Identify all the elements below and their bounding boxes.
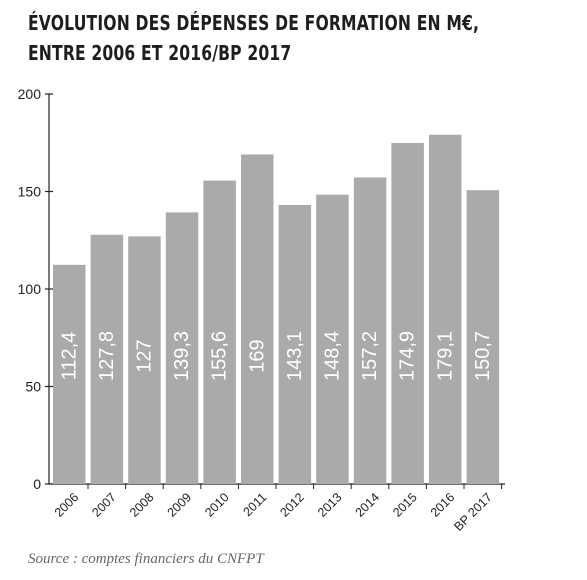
bar-value-label: 174,9 <box>397 331 419 381</box>
x-tick-label: 2011 <box>240 490 269 519</box>
source-note: Source : comptes financiers du CNFPT <box>28 551 264 567</box>
x-tick-label: 2008 <box>127 490 157 520</box>
x-tick-label: 2006 <box>52 490 82 520</box>
bar <box>429 134 462 484</box>
x-tick-label: 2012 <box>277 490 307 520</box>
x-tick-label: 2010 <box>202 490 232 520</box>
x-tick-label: 2015 <box>390 490 420 520</box>
y-tick-label: 50 <box>25 379 41 395</box>
x-tick-label: 2013 <box>315 490 345 520</box>
bar-value-label: 155,6 <box>209 331 231 381</box>
x-tick-label: 2016 <box>428 490 458 520</box>
bar <box>241 154 274 484</box>
y-tick-label: 200 <box>18 86 42 102</box>
chart-title: ÉVOLUTION DES DÉPENSES DE FORMATION EN M… <box>28 8 479 68</box>
x-tick-label: 2014 <box>353 490 383 520</box>
bar <box>165 212 199 485</box>
x-tick-label: 2007 <box>89 490 119 520</box>
bar-value-label: 157,2 <box>359 331 381 381</box>
bar <box>391 142 424 484</box>
bar <box>466 190 500 484</box>
bar <box>316 194 349 484</box>
bar <box>278 204 312 484</box>
bar-value-label: 127 <box>133 339 155 372</box>
y-tick-label: 150 <box>18 184 42 200</box>
bar <box>203 180 236 484</box>
bar-value-label: 143,1 <box>284 331 306 381</box>
bar <box>128 236 161 484</box>
bar-value-label: 112,4 <box>58 332 80 381</box>
bar <box>53 264 86 484</box>
bar-value-label: 139,3 <box>171 331 193 381</box>
bar-value-label: 150,7 <box>472 331 494 381</box>
bar-value-label: 127,8 <box>96 331 118 381</box>
y-tick-label: 100 <box>18 281 42 297</box>
chart-title-line-1: ÉVOLUTION DES DÉPENSES DE FORMATION EN M… <box>28 11 480 35</box>
bar <box>90 234 124 484</box>
x-tick-label: 2009 <box>165 490 195 520</box>
bar-chart: 0 50 100 150 200 112,4 2006 127,8 2007 127 2008 139… <box>18 86 505 534</box>
chart-title-line-2: ENTRE 2006 ET 2016/BP 2017 <box>28 41 292 65</box>
y-tick-label: 0 <box>33 476 41 492</box>
bar-value-label: 169 <box>246 339 268 372</box>
bar <box>353 177 387 484</box>
x-tick-label: BP 2017 <box>451 490 495 534</box>
bar-value-label: 148,4 <box>321 331 343 381</box>
bar-value-label: 179,1 <box>434 331 456 381</box>
